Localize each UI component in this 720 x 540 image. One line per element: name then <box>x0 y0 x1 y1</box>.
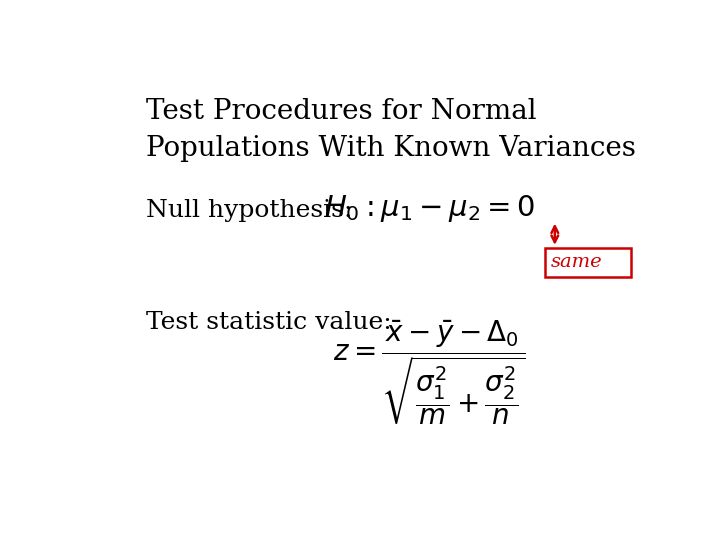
Text: $H_0 : \mu_1 - \mu_2 = 0$: $H_0 : \mu_1 - \mu_2 = 0$ <box>324 193 536 224</box>
Text: Null hypothesis:: Null hypothesis: <box>145 199 352 222</box>
Bar <box>545 248 631 277</box>
Text: $z = \dfrac{\bar{x} - \bar{y} - \Delta_0}{\sqrt{\dfrac{\sigma_1^2}{m} + \dfrac{\: $z = \dfrac{\bar{x} - \bar{y} - \Delta_0… <box>333 318 526 427</box>
Text: same: same <box>550 253 602 271</box>
Text: Test Procedures for Normal: Test Procedures for Normal <box>145 98 536 125</box>
Text: Populations With Known Variances: Populations With Known Variances <box>145 136 636 163</box>
Text: Test statistic value:: Test statistic value: <box>145 311 392 334</box>
